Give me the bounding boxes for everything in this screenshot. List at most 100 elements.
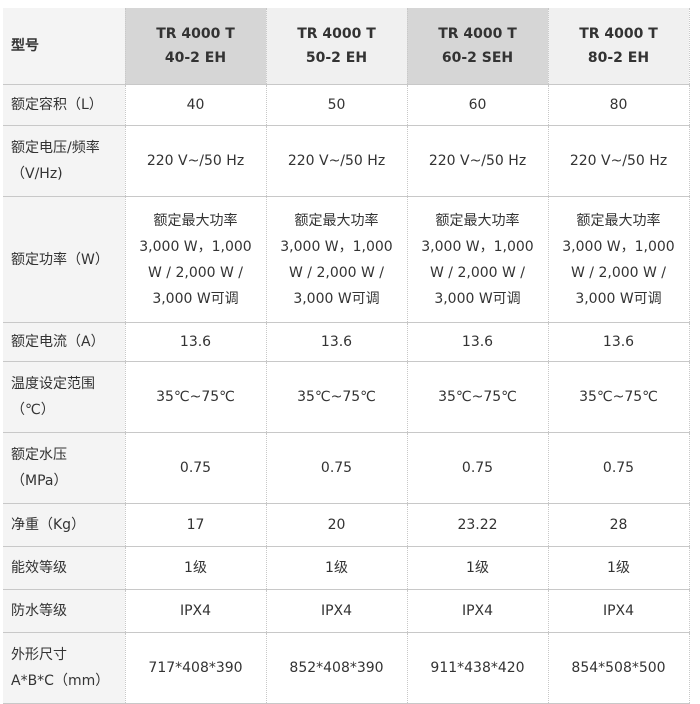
spec-cell: 额定最大功率 3,000 W，1,000 W / 2,000 W / 3,000 W可… [266,196,408,323]
model-line: TR 4000 T [297,26,376,42]
row-label-line: 额定容积（L） [11,97,103,113]
spec-cell: 35℃~75℃ [125,361,267,433]
spec-cell: 额定最大功率 3,000 W，1,000 W / 2,000 W / 3,000 W可… [125,196,267,323]
cell-line: 717*408*390 [148,660,243,676]
row-label: 额定容积（L） [3,84,126,126]
cell-line: 13.6 [602,334,635,350]
spec-row: 额定功率（W） 额定最大功率 3,000 W，1,000 W / 2,000 W / 3… [3,196,690,323]
cell-line: 0.75 [179,460,212,476]
spec-cell: 13.6 [266,322,408,362]
cell-line: 35℃~75℃ [297,389,376,405]
model-header: TR 4000 T 40-2 EH [125,8,267,85]
row-label-line: 额定电流（A） [11,334,105,350]
row-label: 能效等级 [3,546,126,590]
cell-line: 20 [327,517,346,533]
cell-line: 50 [327,97,346,113]
row-label-line: 能效等级 [11,560,67,576]
cell-line: 1级 [466,560,489,576]
spec-cell: 1级 [407,546,549,590]
row-label: 外形尺寸 A*B*C（mm） [3,632,126,704]
row-label-line: 防水等级 [11,603,67,619]
model-header: TR 4000 T 60-2 SEH [407,8,549,85]
cell-line: W / 2,000 W / [571,264,666,281]
spec-cell: 1级 [266,546,408,590]
row-label: 额定电压/频率 （V/Hz) [3,125,126,197]
cell-line: IPX4 [179,603,212,619]
spec-row: 额定电流（A） 13.6 13.6 13.6 13.6 [3,322,690,362]
spec-row: 额定容积（L） 40 50 60 80 [3,84,690,126]
cell-line: 28 [609,517,628,533]
spec-cell: 13.6 [407,322,549,362]
spec-cell: 额定最大功率 3,000 W，1,000 W / 2,000 W / 3,000 W可… [548,196,690,323]
spec-cell: 220 V~/50 Hz [548,125,690,197]
header-row: 型号 TR 4000 T 40-2 EH TR 4000 T 50-2 EH TR 40… [3,8,690,85]
cell-line: 854*508*500 [571,660,666,676]
cell-line: 3,000 W，1,000 [280,238,393,255]
cell-line: 35℃~75℃ [156,389,235,405]
model-line: 40-2 EH [164,50,227,66]
row-label: 净重（Kg） [3,503,126,547]
row-label: 额定功率（W） [3,196,126,323]
spec-cell: 35℃~75℃ [548,361,690,433]
spec-cell: 0.75 [125,432,267,504]
row-label-line: 额定电压/频率 [11,140,100,156]
spec-cell: 17 [125,503,267,547]
spec-cell: 28 [548,503,690,547]
header-label: 型号 [3,8,126,85]
cell-line: 60 [468,97,487,113]
cell-line: 220 V~/50 Hz [569,153,668,169]
cell-line: 3,000 W，1,000 [421,238,534,255]
spec-cell: IPX4 [548,589,690,633]
row-label-line: 额定水压 [11,447,67,463]
cell-line: 0.75 [602,460,635,476]
model-header: TR 4000 T 50-2 EH [266,8,408,85]
spec-row: 能效等级 1级 1级 1级 1级 [3,546,690,590]
model-line: 80-2 EH [587,50,650,66]
cell-line: IPX4 [602,603,635,619]
spec-row: 防水等级 IPX4 IPX4 IPX4 IPX4 [3,589,690,633]
model-line: 50-2 EH [305,50,368,66]
cell-line: 0.75 [461,460,494,476]
spec-cell: 854*508*500 [548,632,690,704]
row-label-line: A*B*C（mm） [11,673,110,689]
spec-table: 型号 TR 4000 T 40-2 EH TR 4000 T 50-2 EH TR 40… [3,8,690,704]
cell-line: 3,000 W可调 [575,290,662,307]
spec-cell: 220 V~/50 Hz [125,125,267,197]
cell-line: W / 2,000 W / [430,264,525,281]
cell-line: 3,000 W，1,000 [562,238,675,255]
row-label-line: （MPa） [11,473,68,489]
model-header: TR 4000 T 80-2 EH [548,8,690,85]
model-line: 60-2 SEH [441,50,514,66]
spec-cell: 0.75 [266,432,408,504]
cell-line: 80 [609,97,628,113]
cell-line: IPX4 [461,603,494,619]
cell-line: W / 2,000 W / [148,264,243,281]
spec-cell: 50 [266,84,408,126]
spec-cell: 0.75 [407,432,549,504]
cell-line: 13.6 [320,334,353,350]
spec-cell: 1级 [548,546,690,590]
spec-cell: 13.6 [548,322,690,362]
cell-line: 13.6 [179,334,212,350]
spec-cell: 852*408*390 [266,632,408,704]
cell-line: 13.6 [461,334,494,350]
spec-cell: 35℃~75℃ [407,361,549,433]
cell-line: 40 [186,97,205,113]
spec-cell: 35℃~75℃ [266,361,408,433]
model-line: TR 4000 T [579,26,658,42]
table-body: 型号 TR 4000 T 40-2 EH TR 4000 T 50-2 EH TR 40… [3,8,690,704]
cell-line: 额定最大功率 [576,212,661,229]
spec-cell: 40 [125,84,267,126]
cell-line: W / 2,000 W / [289,264,384,281]
spec-cell: 13.6 [125,322,267,362]
cell-line: 35℃~75℃ [438,389,517,405]
spec-row: 额定水压 （MPa） 0.75 0.75 0.75 0.75 [3,432,690,504]
row-label-line: 温度设定范围 [11,376,95,392]
cell-line: 23.22 [457,517,498,533]
cell-line: 911*438*420 [430,660,525,676]
cell-line: 1级 [184,560,207,576]
row-label: 额定水压 （MPa） [3,432,126,504]
row-label-line: 额定功率（W） [11,251,109,268]
spec-cell: 911*438*420 [407,632,549,704]
